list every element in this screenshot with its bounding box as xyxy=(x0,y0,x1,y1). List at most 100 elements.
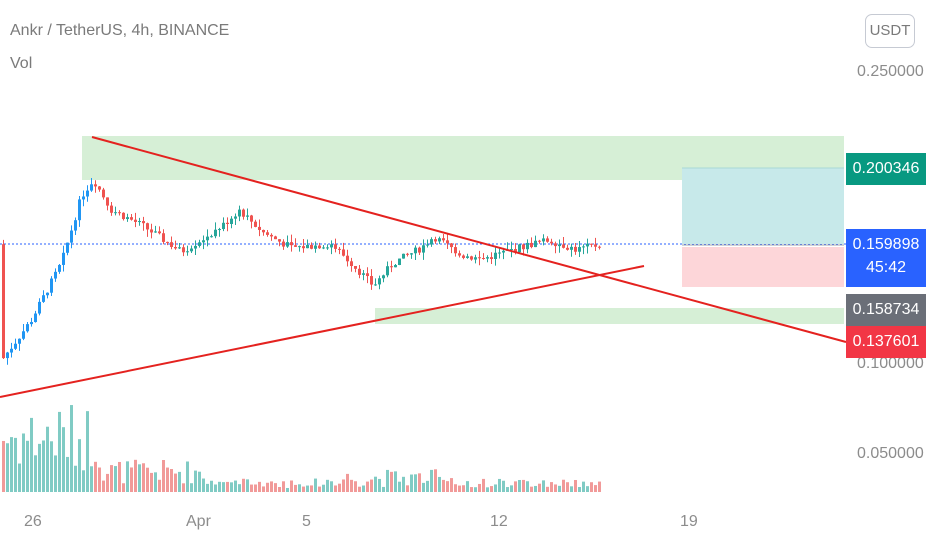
time-axis-label: 5 xyxy=(302,513,311,530)
candle-body xyxy=(54,271,57,279)
candle-body xyxy=(458,253,461,256)
volume-bar xyxy=(278,487,281,492)
candle-body xyxy=(30,322,33,325)
volume-bar xyxy=(350,479,353,492)
candle-body xyxy=(146,223,149,230)
volume-bar xyxy=(462,485,465,492)
candle-body xyxy=(418,247,421,253)
candle-body xyxy=(322,247,325,249)
volume-bar xyxy=(110,465,113,492)
candle-body xyxy=(370,276,373,285)
stop-zone xyxy=(682,247,844,287)
candle-body xyxy=(502,250,505,253)
volume-bar xyxy=(550,482,553,492)
volume-bar xyxy=(58,411,61,492)
candle-body xyxy=(166,241,169,243)
volume-bar xyxy=(310,485,313,492)
volume-bar xyxy=(566,482,569,492)
candle-body xyxy=(294,245,297,247)
descending-trendline[interactable] xyxy=(91,136,847,343)
candle-body xyxy=(574,246,577,252)
candle-body xyxy=(382,275,385,279)
volume-bar xyxy=(558,485,561,492)
candle-body xyxy=(346,255,349,262)
candlesticks xyxy=(2,177,601,365)
candle-body xyxy=(318,245,321,249)
candle-body xyxy=(250,215,253,222)
ascending-trendline[interactable] xyxy=(0,265,645,398)
candle-body xyxy=(406,253,409,255)
volume-bar xyxy=(134,459,137,492)
volume-bar xyxy=(90,466,93,492)
volume-bar xyxy=(158,479,161,492)
volume-bar xyxy=(2,440,5,492)
volume-bar xyxy=(102,480,105,492)
volume-bar xyxy=(258,481,261,492)
candle-body xyxy=(426,244,429,246)
volume-bar xyxy=(150,472,153,492)
volume-bar xyxy=(266,482,269,492)
time-axis-label: 12 xyxy=(490,513,508,530)
candle-body xyxy=(494,252,497,260)
volume-bar xyxy=(286,487,289,492)
volume-bar xyxy=(582,481,585,492)
volume-bar xyxy=(510,485,513,492)
candle-body xyxy=(22,331,25,339)
candle-body xyxy=(390,266,393,268)
candle-body xyxy=(70,230,73,243)
volume-bar xyxy=(490,486,493,492)
currency-button[interactable]: USDT xyxy=(865,14,915,48)
candle-body xyxy=(410,253,413,255)
candle-body xyxy=(266,232,269,235)
volume-bar xyxy=(514,481,517,492)
volume-bar xyxy=(542,480,545,492)
resistance-price-tag: 0.200346 xyxy=(846,153,926,185)
candle-body xyxy=(358,268,361,275)
candle-body xyxy=(122,212,125,220)
volume-bars xyxy=(2,405,601,492)
volume-bar xyxy=(270,481,273,492)
volume-bar xyxy=(546,486,549,492)
candle-body xyxy=(394,265,397,268)
volume-bar xyxy=(530,486,533,492)
candle-body xyxy=(534,240,537,248)
candle-body xyxy=(586,243,589,247)
volume-bar xyxy=(14,437,17,492)
candle-body xyxy=(378,278,381,285)
volume-bar xyxy=(298,484,301,492)
volume-bar xyxy=(562,479,565,492)
volume-bar xyxy=(50,441,53,492)
volume-bar xyxy=(294,484,297,492)
candle-body xyxy=(446,240,449,244)
volume-bar xyxy=(210,480,213,492)
volume-bar xyxy=(390,471,393,492)
volume-bar xyxy=(450,478,453,492)
volume-bar xyxy=(74,465,77,492)
volume-bar xyxy=(154,472,157,492)
candle-body xyxy=(466,256,469,258)
volume-bar xyxy=(406,485,409,492)
volume-bar xyxy=(398,481,401,492)
candle-body xyxy=(550,241,553,244)
price-axis-label: 0.100000 xyxy=(857,355,924,372)
volume-bar xyxy=(570,486,573,492)
candle-body xyxy=(314,245,317,249)
volume-bar xyxy=(166,467,169,492)
candle-body xyxy=(130,217,133,220)
candle-body xyxy=(6,352,9,359)
volume-bar xyxy=(106,473,109,492)
volume-label: Vol xyxy=(10,55,33,72)
volume-bar xyxy=(42,440,45,492)
candle-body xyxy=(174,246,177,249)
candle-body xyxy=(510,249,513,251)
candle-body xyxy=(62,252,65,265)
volume-bar xyxy=(382,486,385,492)
candle-body xyxy=(514,249,517,253)
volume-bar xyxy=(162,460,165,492)
volume-bar xyxy=(454,484,457,492)
trendline-price-tag: 0.137601 xyxy=(846,326,926,358)
candle-body xyxy=(430,239,433,245)
volume-bar xyxy=(282,481,285,492)
candle-body xyxy=(242,209,245,217)
